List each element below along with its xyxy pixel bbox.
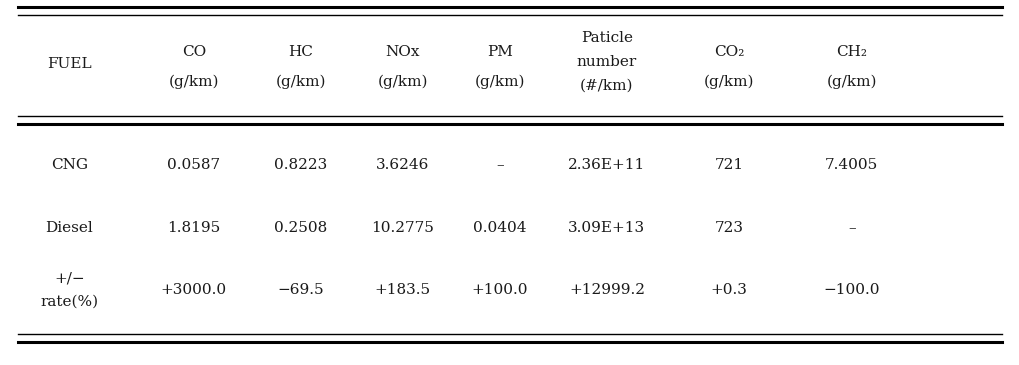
Text: 0.8223: 0.8223 xyxy=(274,158,327,172)
Text: 1.8195: 1.8195 xyxy=(167,221,220,235)
Text: rate(%): rate(%) xyxy=(41,295,98,309)
Text: (g/km): (g/km) xyxy=(377,75,428,89)
Text: CO₂: CO₂ xyxy=(713,45,744,59)
Text: 723: 723 xyxy=(714,221,743,235)
Text: 10.2775: 10.2775 xyxy=(371,221,434,235)
Text: PM: PM xyxy=(486,45,513,59)
Text: FUEL: FUEL xyxy=(47,57,92,71)
Text: 3.6246: 3.6246 xyxy=(376,158,429,172)
Text: Paticle: Paticle xyxy=(581,31,632,45)
Text: +3000.0: +3000.0 xyxy=(161,283,226,297)
Text: CO: CO xyxy=(181,45,206,59)
Text: CH₂: CH₂ xyxy=(836,45,866,59)
Text: −100.0: −100.0 xyxy=(822,283,879,297)
Text: –: – xyxy=(495,158,503,172)
Text: NOx: NOx xyxy=(385,45,420,59)
Text: HC: HC xyxy=(288,45,313,59)
Text: +12999.2: +12999.2 xyxy=(569,283,644,297)
Text: 7.4005: 7.4005 xyxy=(824,158,877,172)
Text: 721: 721 xyxy=(714,158,743,172)
Text: +0.3: +0.3 xyxy=(710,283,747,297)
Text: number: number xyxy=(576,55,637,69)
Text: 0.0404: 0.0404 xyxy=(473,221,526,235)
Text: Diesel: Diesel xyxy=(46,221,93,235)
Text: 2.36E+11: 2.36E+11 xyxy=(568,158,645,172)
Text: +183.5: +183.5 xyxy=(374,283,431,297)
Text: +100.0: +100.0 xyxy=(471,283,528,297)
Text: (g/km): (g/km) xyxy=(825,75,876,89)
Text: (g/km): (g/km) xyxy=(168,75,219,89)
Text: (g/km): (g/km) xyxy=(474,75,525,89)
Text: (#/km): (#/km) xyxy=(580,79,633,93)
Text: 3.09E+13: 3.09E+13 xyxy=(568,221,645,235)
Text: –: – xyxy=(847,221,855,235)
Text: (g/km): (g/km) xyxy=(703,75,754,89)
Text: CNG: CNG xyxy=(51,158,88,172)
Text: 0.2508: 0.2508 xyxy=(274,221,327,235)
Text: (g/km): (g/km) xyxy=(275,75,326,89)
Text: 0.0587: 0.0587 xyxy=(167,158,220,172)
Text: −69.5: −69.5 xyxy=(277,283,324,297)
Text: +/−: +/− xyxy=(54,271,85,285)
